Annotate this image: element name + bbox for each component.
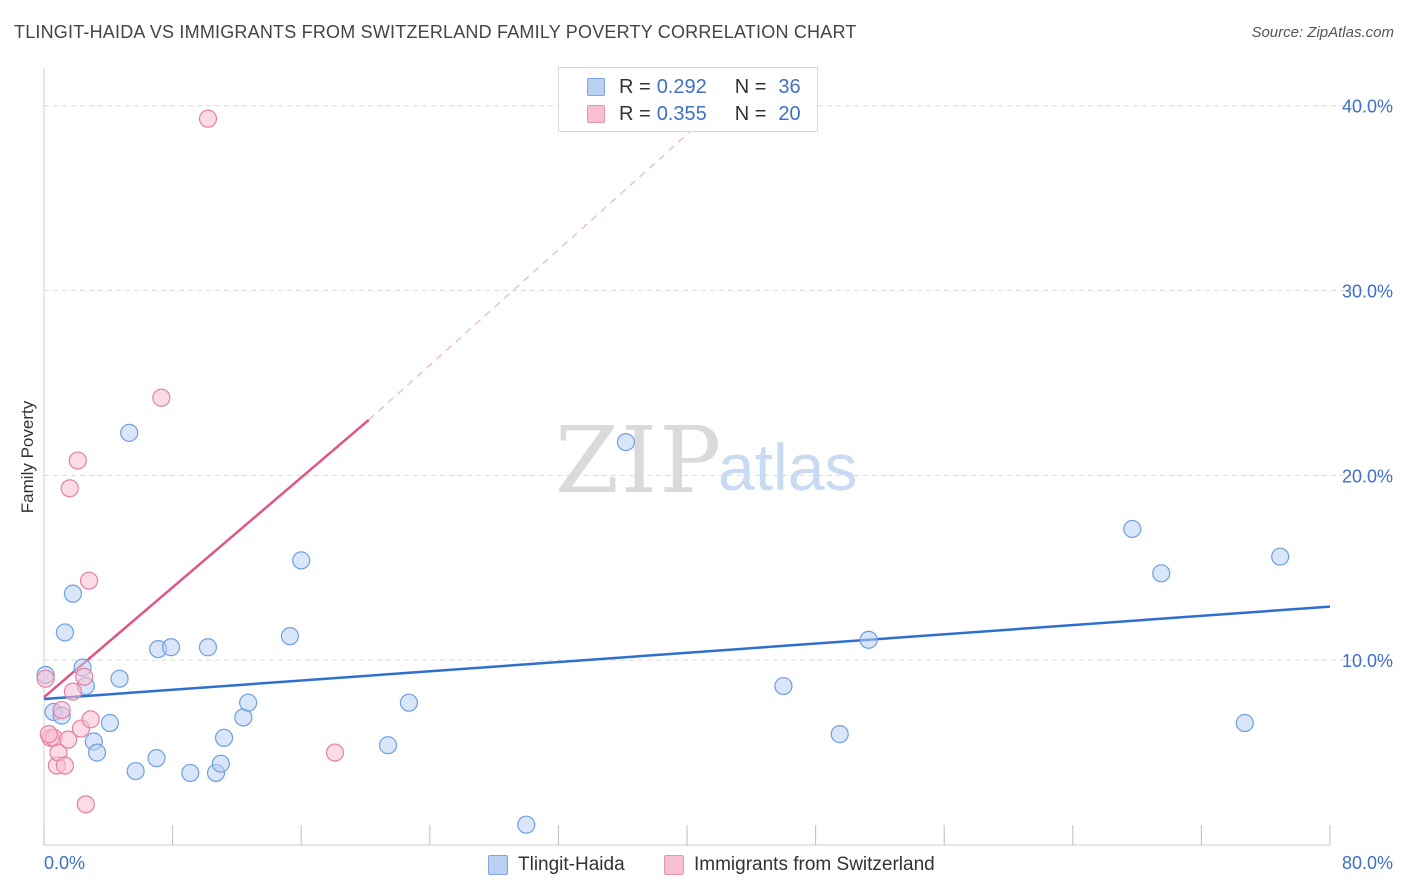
point-tlingit	[1123, 519, 1142, 539]
point-swiss	[198, 109, 218, 128]
legend-r-value-swiss: 0.355	[656, 102, 707, 125]
point-swiss	[60, 479, 79, 498]
point-tlingit	[181, 763, 200, 783]
point-tlingit	[100, 713, 120, 733]
grid-layer	[44, 105, 1392, 661]
point-swiss	[52, 700, 71, 720]
point-tlingit	[87, 743, 107, 762]
point-swiss	[36, 669, 55, 688]
legend-n-label: N =	[734, 102, 767, 125]
watermark-atlas: atlas	[718, 430, 857, 504]
y-axis-label: Family Poverty	[18, 400, 37, 514]
point-swiss	[39, 725, 58, 744]
point-swiss	[152, 388, 171, 407]
x-tick-label: 0.0%	[44, 853, 85, 873]
point-tlingit	[63, 584, 83, 603]
point-tlingit	[147, 749, 166, 768]
legend-row-tlingit: R = 0.292 N = 36	[587, 75, 801, 99]
y-tick-label: 40.0%	[1342, 97, 1393, 117]
point-tlingit	[1152, 564, 1171, 583]
legend-r-label: R =	[619, 75, 651, 98]
point-tlingit	[774, 676, 793, 696]
points-layer	[36, 109, 1290, 834]
point-tlingit	[126, 761, 145, 781]
legend-r-label: R =	[619, 102, 651, 125]
point-tlingit	[214, 728, 234, 747]
point-tlingit	[1235, 713, 1254, 733]
source-credit: Source: ZipAtlas.com	[1251, 24, 1394, 41]
correlation-legend: R = 0.292 N = 36 R = 0.355 N = 20	[558, 67, 818, 132]
legend-swatch-tlingit	[587, 78, 605, 96]
point-tlingit	[517, 815, 536, 834]
point-tlingit	[239, 693, 258, 712]
point-swiss	[81, 710, 100, 729]
bottom-legend-label-swiss: Immigrants from Switzerland	[694, 854, 935, 875]
bottom-legend-swatch-swiss	[664, 855, 684, 875]
trendline-tlingit	[43, 605, 1331, 701]
legend-n-label: N =	[734, 75, 767, 98]
bottom-legend-tlingit: Tlingit-Haida	[488, 852, 625, 878]
point-tlingit	[859, 630, 878, 649]
bottom-legend-label-tlingit: Tlingit-Haida	[518, 854, 625, 875]
point-tlingit	[110, 669, 129, 688]
trend-layer	[43, 97, 1331, 701]
point-tlingit	[198, 638, 218, 657]
point-tlingit	[211, 754, 230, 773]
y-tick-label: 20.0%	[1342, 466, 1393, 486]
point-swiss	[79, 571, 99, 590]
point-swiss	[325, 743, 345, 762]
legend-swatch-swiss	[587, 105, 605, 123]
y-tick-label: 30.0%	[1342, 282, 1393, 302]
point-swiss	[63, 682, 83, 701]
axis-layer	[43, 68, 1331, 846]
point-tlingit	[292, 551, 311, 570]
trendline-swiss	[43, 418, 370, 699]
point-tlingit	[161, 638, 181, 657]
bottom-legend-swiss: Immigrants from Switzerland	[664, 852, 935, 878]
point-swiss	[76, 795, 95, 814]
point-tlingit	[830, 725, 849, 744]
label-layer: 10.0% 20.0% 30.0% 40.0% 0.0% 80.0%	[44, 97, 1393, 873]
point-tlingit	[399, 693, 419, 712]
point-tlingit	[280, 627, 300, 646]
point-tlingit	[378, 736, 398, 755]
point-swiss	[75, 667, 94, 686]
x-tick-label: 80.0%	[1342, 853, 1393, 873]
legend-row-swiss: R = 0.355 N = 20	[587, 102, 801, 126]
trendline-swiss-extended	[368, 97, 728, 421]
legend-n-value-tlingit: 36	[778, 75, 801, 98]
point-swiss	[59, 730, 78, 749]
point-tlingit	[616, 432, 636, 452]
y-tick-label: 10.0%	[1342, 651, 1393, 671]
point-swiss	[68, 451, 87, 470]
point-tlingit	[1271, 547, 1290, 566]
watermark-zip: ZIP	[555, 407, 723, 514]
legend-n-value-swiss: 20	[778, 102, 801, 125]
bottom-legend-swatch-tlingit	[488, 855, 508, 875]
point-tlingit	[55, 623, 74, 642]
chart-title: TLINGIT-HAIDA VS IMMIGRANTS FROM SWITZER…	[14, 22, 857, 42]
point-swiss	[55, 756, 74, 775]
point-tlingit	[120, 423, 139, 442]
legend-r-value-tlingit: 0.292	[656, 75, 707, 98]
